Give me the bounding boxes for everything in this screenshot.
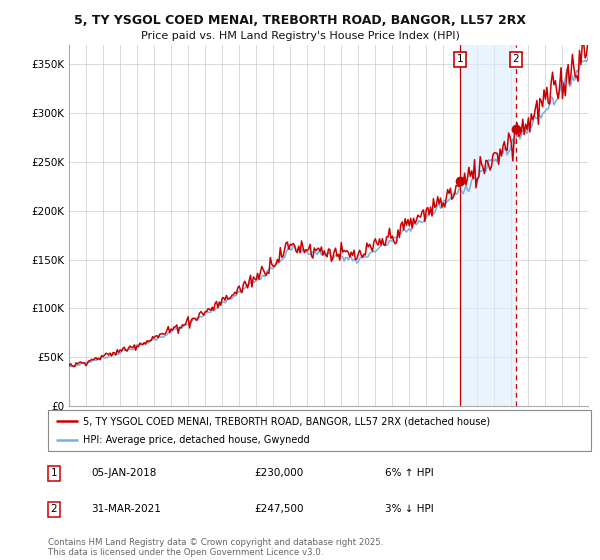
Text: HPI: Average price, detached house, Gwynedd: HPI: Average price, detached house, Gwyn…: [83, 435, 310, 445]
Text: 1: 1: [51, 468, 58, 478]
Text: Price paid vs. HM Land Registry's House Price Index (HPI): Price paid vs. HM Land Registry's House …: [140, 31, 460, 41]
Text: 05-JAN-2018: 05-JAN-2018: [91, 468, 157, 478]
Text: 31-MAR-2021: 31-MAR-2021: [91, 505, 161, 515]
Text: Contains HM Land Registry data © Crown copyright and database right 2025.
This d: Contains HM Land Registry data © Crown c…: [48, 538, 383, 557]
Text: 2: 2: [512, 54, 519, 64]
Text: £247,500: £247,500: [254, 505, 304, 515]
Text: 3% ↓ HPI: 3% ↓ HPI: [385, 505, 433, 515]
Text: 5, TY YSGOL COED MENAI, TREBORTH ROAD, BANGOR, LL57 2RX: 5, TY YSGOL COED MENAI, TREBORTH ROAD, B…: [74, 14, 526, 27]
Text: £230,000: £230,000: [254, 468, 304, 478]
Text: 1: 1: [457, 54, 464, 64]
Bar: [460, 45, 515, 406]
Text: 5, TY YSGOL COED MENAI, TREBORTH ROAD, BANGOR, LL57 2RX (detached house): 5, TY YSGOL COED MENAI, TREBORTH ROAD, B…: [83, 417, 490, 426]
FancyBboxPatch shape: [48, 410, 591, 451]
Text: 2: 2: [51, 505, 58, 515]
Text: 6% ↑ HPI: 6% ↑ HPI: [385, 468, 433, 478]
